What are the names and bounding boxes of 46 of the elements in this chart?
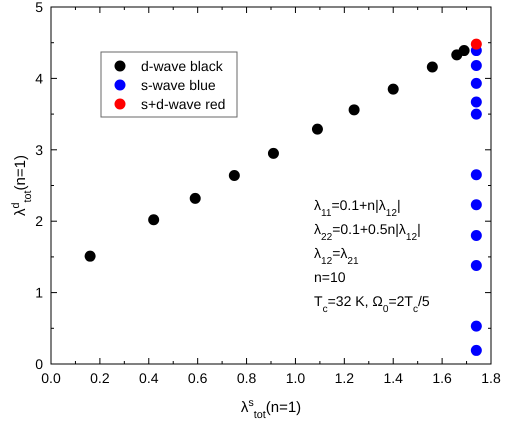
x-tick-label: 0.0	[41, 370, 61, 386]
point	[470, 199, 482, 210]
y-tick-label: 2	[35, 213, 44, 230]
point	[148, 214, 160, 226]
point	[228, 170, 240, 181]
x-tick-label: 0.4	[139, 370, 159, 386]
y-tick-label: 3	[35, 142, 44, 158]
x-tick-label: 1.8	[481, 370, 501, 386]
y-tick-label: 4	[35, 70, 44, 86]
point	[190, 192, 201, 204]
x-tick-label: 1.4	[383, 370, 404, 386]
point	[312, 124, 323, 135]
point	[458, 45, 470, 56]
legend-label: s-wave blue	[141, 77, 216, 93]
point	[348, 104, 360, 116]
y-tick-label: 1	[35, 284, 44, 301]
point	[470, 169, 482, 180]
y-tick-label: 5	[35, 0, 44, 15]
annotation: T$_{c}$=32 K, Ω$_{0}$=2T$_{c}$/5	[314, 293, 430, 314]
annotation: λ$_{11}$=0.1+n|λ$_{12}$|	[314, 197, 401, 218]
x-tick-label: 1.0	[286, 370, 306, 386]
point	[426, 61, 438, 72]
annotation: λ$_{22}$=0.1+0.5n|λ$_{12}$|	[314, 221, 421, 242]
point	[470, 38, 482, 50]
x-tick-label: 1.2	[334, 370, 354, 386]
point	[470, 60, 482, 72]
point	[470, 78, 482, 89]
x-tick-label: 0.6	[188, 370, 208, 386]
legend-label: s+d-wave red	[141, 96, 226, 112]
x-tick-label: 0.2	[90, 370, 110, 386]
point	[470, 344, 482, 356]
point	[470, 260, 482, 271]
annotation: n=10	[314, 269, 346, 285]
y-tick-label: 0	[35, 356, 44, 372]
point	[470, 230, 482, 241]
point	[470, 108, 482, 120]
annotation: λ$_{12}$=λ$_{21}$	[314, 245, 360, 266]
legend-label: d-wave black	[141, 58, 224, 74]
x-tick-label: 1.6	[432, 370, 452, 386]
point	[470, 96, 482, 108]
point	[388, 84, 399, 95]
x-tick-label: 0.8	[236, 370, 256, 386]
point	[470, 320, 482, 332]
point	[268, 148, 279, 159]
point	[84, 250, 96, 262]
x-axis-title: λ$^{s}$$_{tot}$(n=1)	[240, 397, 302, 421]
